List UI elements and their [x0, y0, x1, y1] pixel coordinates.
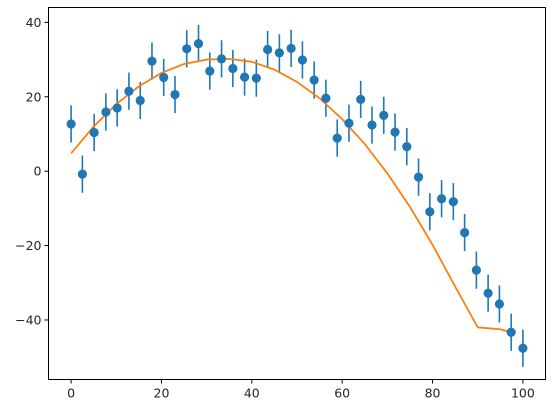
plot-area — [66, 24, 528, 367]
data-point — [182, 44, 192, 54]
data-point — [402, 142, 412, 152]
data-point — [460, 227, 470, 238]
data-point — [89, 127, 99, 138]
data-point — [124, 86, 134, 96]
data-point — [147, 56, 157, 66]
data-point — [205, 66, 215, 76]
x-tick-label: 80 — [425, 386, 441, 401]
data-point — [425, 207, 435, 217]
x-tick-label: 0 — [67, 386, 75, 401]
data-point — [356, 94, 366, 104]
data-point — [506, 327, 516, 337]
data-point — [193, 38, 204, 49]
x-tick-label: 40 — [244, 386, 260, 401]
data-point — [297, 55, 308, 65]
data-point — [379, 110, 389, 120]
y-tick-label: −40 — [15, 312, 41, 327]
data-point — [483, 288, 493, 298]
data-point — [66, 119, 76, 129]
data-point — [228, 63, 238, 74]
data-point — [367, 120, 377, 130]
ticks: 0 20 40 60 80 100 −40 −20 0 20 40 — [15, 15, 535, 401]
axes-frame — [48, 7, 546, 380]
data-point — [494, 299, 505, 309]
x-tick-label: 60 — [334, 386, 350, 401]
data-point — [321, 93, 331, 103]
data-point — [309, 75, 319, 85]
data-point — [159, 72, 169, 83]
data-point — [518, 343, 528, 353]
data-point — [239, 72, 250, 82]
y-tick-label: 20 — [26, 89, 42, 104]
data-point — [135, 95, 145, 106]
data-point — [263, 44, 273, 55]
data-point — [436, 194, 447, 204]
x-tick-label: 100 — [511, 386, 535, 401]
data-point — [170, 89, 180, 100]
y-tick-label: 40 — [26, 15, 42, 30]
data-point — [344, 118, 354, 128]
fit-line — [70, 57, 515, 334]
data-point — [448, 197, 458, 207]
data-point — [77, 169, 87, 179]
data-point — [101, 107, 111, 117]
data-point — [112, 103, 122, 113]
y-tick-label: −20 — [15, 238, 41, 253]
data-point — [390, 127, 400, 137]
data-point — [216, 54, 227, 64]
data-point — [274, 48, 284, 58]
y-tick-label: 0 — [34, 164, 42, 179]
data-point — [286, 43, 296, 54]
x-tick-label: 20 — [154, 386, 170, 401]
data-point — [251, 73, 261, 83]
data-point — [471, 265, 481, 275]
data-point — [332, 133, 342, 143]
data-point — [413, 172, 424, 182]
